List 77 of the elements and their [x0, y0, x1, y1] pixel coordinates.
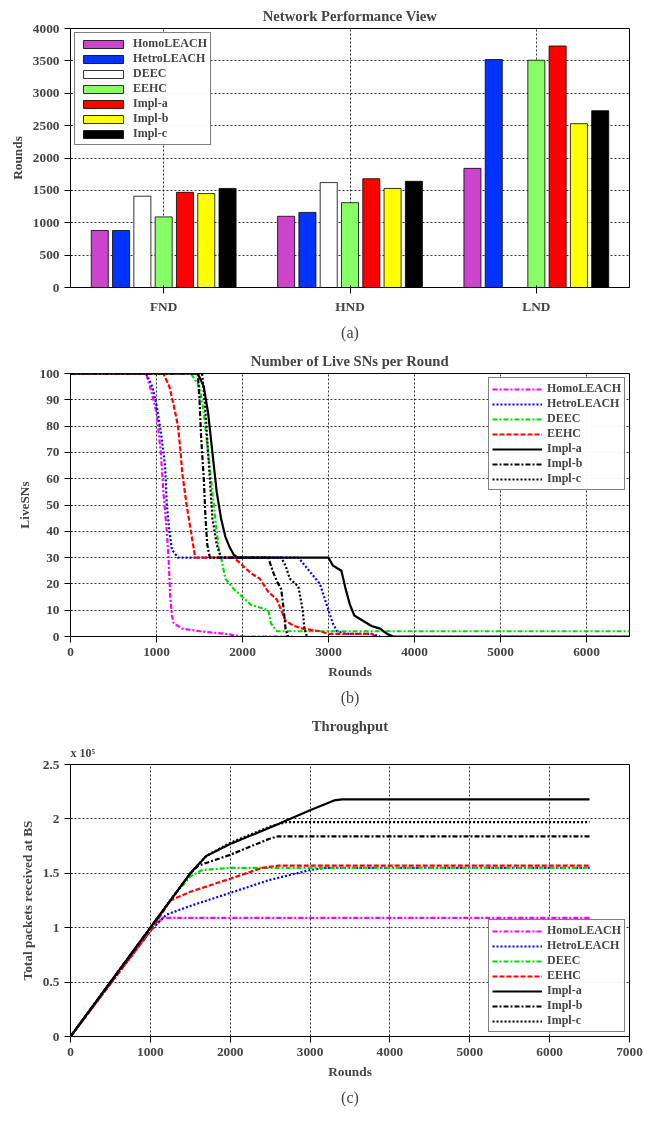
y-tick-label: 50: [46, 497, 60, 512]
x-axis-title: Rounds: [328, 663, 372, 679]
x-axis-title: Rounds: [328, 1063, 372, 1079]
x-tick-label: 7000: [616, 1043, 644, 1059]
x-tick-label: HND: [335, 298, 365, 314]
y-tick-label: 4000: [32, 20, 60, 36]
y-tick-label: 1000: [32, 214, 60, 230]
y-tick-label: 1500: [32, 182, 60, 198]
legend-label: EEHC: [546, 426, 581, 441]
chart-title: Network Performance View: [262, 7, 438, 24]
legend-label: DEEC: [546, 411, 581, 426]
y-tick-label: 0: [52, 1028, 60, 1044]
y-tick-label: 3500: [32, 52, 60, 68]
y-axis-title: Total packets received at BS: [19, 820, 35, 981]
y-tick-label: 0: [52, 279, 60, 295]
y-tick-label: 2000: [32, 150, 60, 165]
legend-label: Impl-c: [546, 1013, 581, 1028]
text: (a): [341, 323, 359, 342]
x-tick-label: 2000: [229, 643, 257, 659]
text: x 10⁵: [70, 745, 96, 760]
legend-label: Impl-b: [546, 998, 583, 1013]
y-tick-label: 80: [46, 418, 60, 434]
y-tick-label: 1.5: [42, 865, 60, 881]
legend-label: Impl-a: [133, 96, 168, 111]
chart-title: Number of Live SNs per Round: [250, 352, 449, 369]
legend-label: DEEC: [546, 953, 581, 968]
legend-label: Impl-b: [133, 111, 169, 126]
y-tick-label: 30: [46, 549, 60, 565]
y-tick-label: 70: [46, 444, 60, 460]
x-tick-label: LND: [522, 298, 551, 314]
legend-label: Impl-c: [133, 126, 167, 141]
y-tick-label: 0.5: [42, 974, 60, 990]
x-tick-label: 2000: [216, 1043, 244, 1059]
x-tick-label: 6000: [573, 643, 601, 659]
legend-label: HomoLEACH: [546, 381, 621, 396]
legend-label: Impl-a: [546, 441, 582, 456]
chart-title: Throughput: [311, 717, 389, 734]
legend-label: HomoLEACH: [133, 36, 208, 51]
y-tick-label: 3000: [32, 85, 60, 101]
x-tick-label: 3000: [315, 643, 343, 659]
x-tick-label: 1000: [143, 643, 171, 659]
y-tick-label: 500: [39, 247, 60, 263]
y-tick-label: 100: [39, 365, 60, 381]
x-tick-label: 4000: [376, 1043, 404, 1059]
y-axis-title: LiveSNs: [16, 481, 32, 529]
y-tick-label: 0: [52, 628, 60, 644]
x-tick-label: 4000: [401, 643, 429, 659]
legend-label: EEHC: [546, 968, 581, 983]
x-tick-label: 1000: [137, 1043, 165, 1059]
legend-label: Impl-a: [546, 983, 582, 998]
x-tick-label: 3000: [296, 1043, 324, 1059]
x-tick-label: FND: [149, 298, 178, 314]
y-tick-label: 2500: [32, 117, 60, 133]
x-tick-label: 0: [67, 643, 75, 659]
legend-label: HomoLEACH: [546, 923, 621, 938]
x-tick-label: 5000: [487, 643, 515, 659]
y-tick-label: 60: [46, 470, 60, 486]
x-tick-label: 5000: [456, 1043, 484, 1059]
y-tick-label: 40: [46, 523, 60, 539]
legend-label: HetroLEACH: [546, 938, 620, 953]
y-tick-label: 10: [46, 602, 60, 618]
y-axis-title: Rounds: [9, 136, 25, 180]
legend-label: HetroLEACH: [546, 396, 620, 411]
legend-label: DEEC: [133, 66, 167, 81]
y-tick-label: 20: [46, 575, 60, 591]
x-tick-label: 6000: [536, 1043, 564, 1059]
y-tick-label: 90: [46, 391, 60, 407]
text: (c): [341, 1088, 359, 1107]
x-tick-label: 0: [67, 1043, 75, 1059]
legend-label: Impl-c: [546, 471, 581, 486]
legend-label: HetroLEACH: [133, 51, 206, 66]
legend-label: EEHC: [133, 81, 168, 96]
y-tick-label: 2.5: [42, 756, 60, 772]
y-tick-label: 2: [52, 810, 60, 826]
y-tick-label: 1: [52, 919, 60, 935]
legend-label: Impl-b: [546, 456, 583, 471]
text: (b): [340, 688, 360, 707]
